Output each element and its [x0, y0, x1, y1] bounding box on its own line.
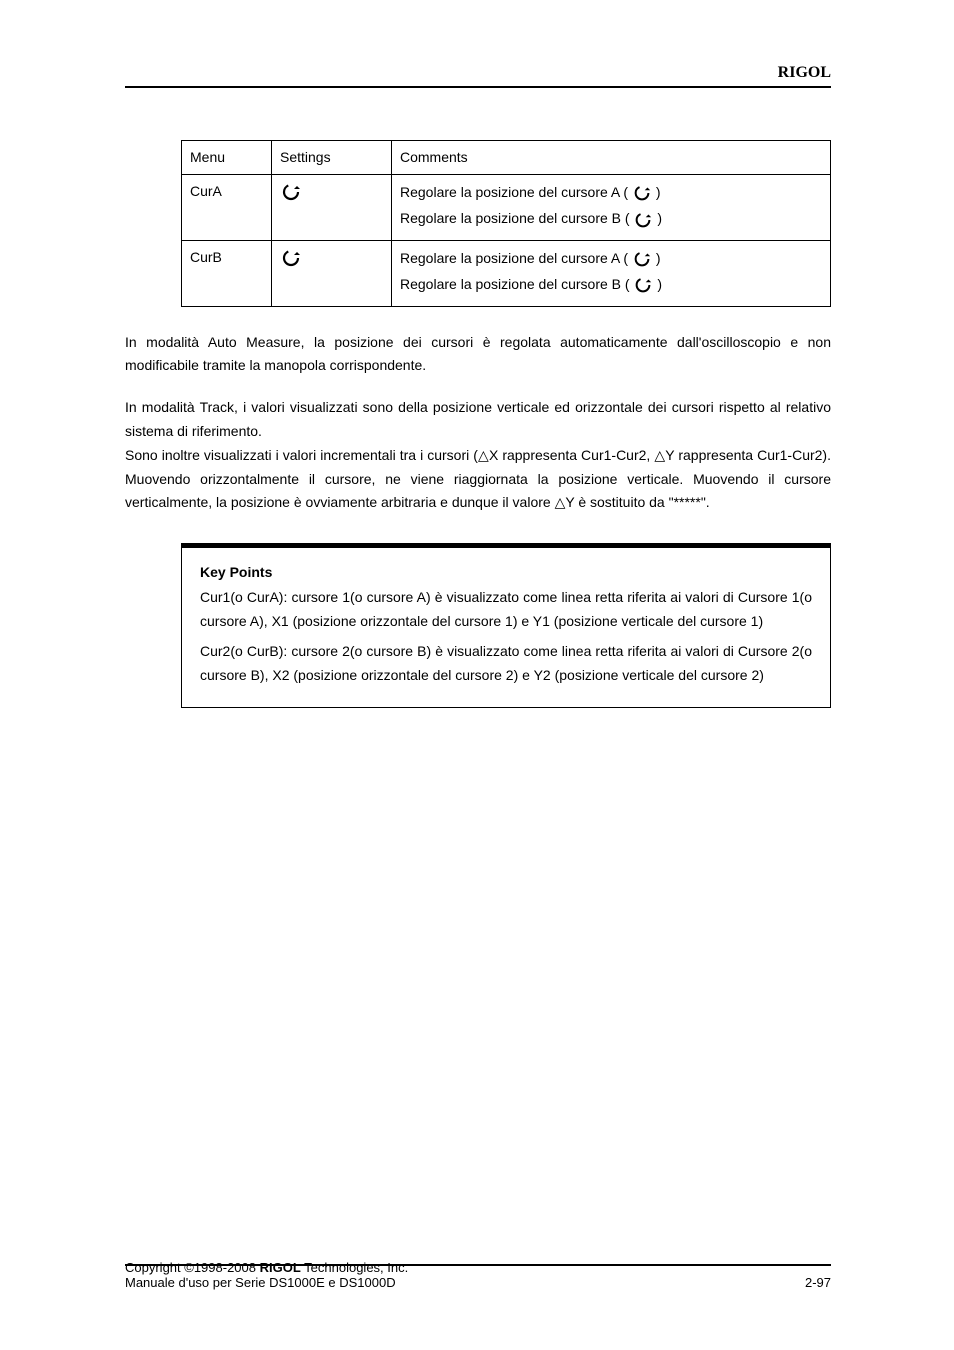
- page-root: RIGOL Menu Settings Comments CurA: [0, 0, 954, 1350]
- knob-icon: [633, 210, 653, 230]
- cura-line1b: ): [656, 184, 661, 200]
- body-p3-a: Sono inoltre visualizzati i valori incre…: [125, 447, 478, 463]
- body-p3-b: X rappresenta Cur1-Cur2,: [489, 447, 654, 463]
- cell-setting-cura: [272, 175, 392, 241]
- knob-icon: [280, 247, 302, 269]
- footer-page-number: 2-97: [805, 1275, 831, 1290]
- curb-line2b: ): [657, 276, 662, 292]
- footer-copyright-a: Copyright ©1998-2008: [125, 1260, 260, 1275]
- footer-copyright-b: Technologies, Inc.: [301, 1260, 408, 1275]
- main-content: Menu Settings Comments CurA Regolare la …: [125, 140, 831, 708]
- body-text: In modalità Auto Measure, la posizione d…: [125, 331, 831, 516]
- knob-icon: [280, 181, 302, 203]
- footer-left: Copyright ©1998-2008 RIGOL Technologies,…: [125, 1260, 408, 1290]
- cell-menu-cura: CurA: [182, 175, 272, 241]
- knob-icon: [633, 275, 653, 295]
- body-paragraph-1: In modalità Auto Measure, la posizione d…: [125, 331, 831, 379]
- cura-line1a: Regolare la posizione del cursore A (: [400, 184, 628, 200]
- cell-comments-cura: Regolare la posizione del cursore A ( ) …: [392, 175, 831, 241]
- cell-comments-curb: Regolare la posizione del cursore A ( ) …: [392, 240, 831, 306]
- cura-line2b: ): [657, 210, 662, 226]
- knob-icon: [632, 183, 652, 203]
- keypoints-p1: Cur1(o CurA): cursore 1(o cursore A) è v…: [200, 586, 812, 634]
- delta-icon: △: [478, 447, 489, 463]
- keypoints-p2: Cur2(o CurB): cursore 2(o cursore B) è v…: [200, 640, 812, 688]
- table-row: CurB Regolare la posizione del cursore A…: [182, 240, 831, 306]
- cura-line2a: Regolare la posizione del cursore B (: [400, 210, 630, 226]
- col-menu-header: Menu: [182, 141, 272, 175]
- col-settings-header: Settings: [272, 141, 392, 175]
- footer-manual: Manuale d'uso per Serie DS1000E e DS1000…: [125, 1275, 396, 1290]
- table-row: CurA Regolare la posizione del cursore A…: [182, 175, 831, 241]
- curb-line1a: Regolare la posizione del cursore A (: [400, 250, 628, 266]
- body-p3-d: Y è sostituito da "*****".: [565, 494, 709, 510]
- settings-table: Menu Settings Comments CurA Regolare la …: [181, 140, 831, 307]
- col-comments-header: Comments: [392, 141, 831, 175]
- body-p2-a: In modalità Track, i valori visualizzati…: [125, 399, 831, 439]
- delta-icon: △: [654, 447, 665, 463]
- knob-icon: [632, 249, 652, 269]
- keypoints-box: Key Points Cur1(o CurA): cursore 1(o cur…: [181, 543, 831, 708]
- footer-brand: RIGOL: [260, 1260, 301, 1275]
- brand-label: RIGOL: [778, 64, 831, 82]
- curb-line1b: ): [656, 250, 661, 266]
- keypoints-title: Key Points: [200, 564, 812, 580]
- cell-menu-curb: CurB: [182, 240, 272, 306]
- delta-icon: △: [555, 494, 566, 510]
- curb-line2a: Regolare la posizione del cursore B (: [400, 276, 630, 292]
- table-header-row: Menu Settings Comments: [182, 141, 831, 175]
- cell-setting-curb: [272, 240, 392, 306]
- body-paragraph-3: Sono inoltre visualizzati i valori incre…: [125, 444, 831, 515]
- body-paragraph-2: In modalità Track, i valori visualizzati…: [125, 396, 831, 444]
- header-rule: [125, 86, 831, 88]
